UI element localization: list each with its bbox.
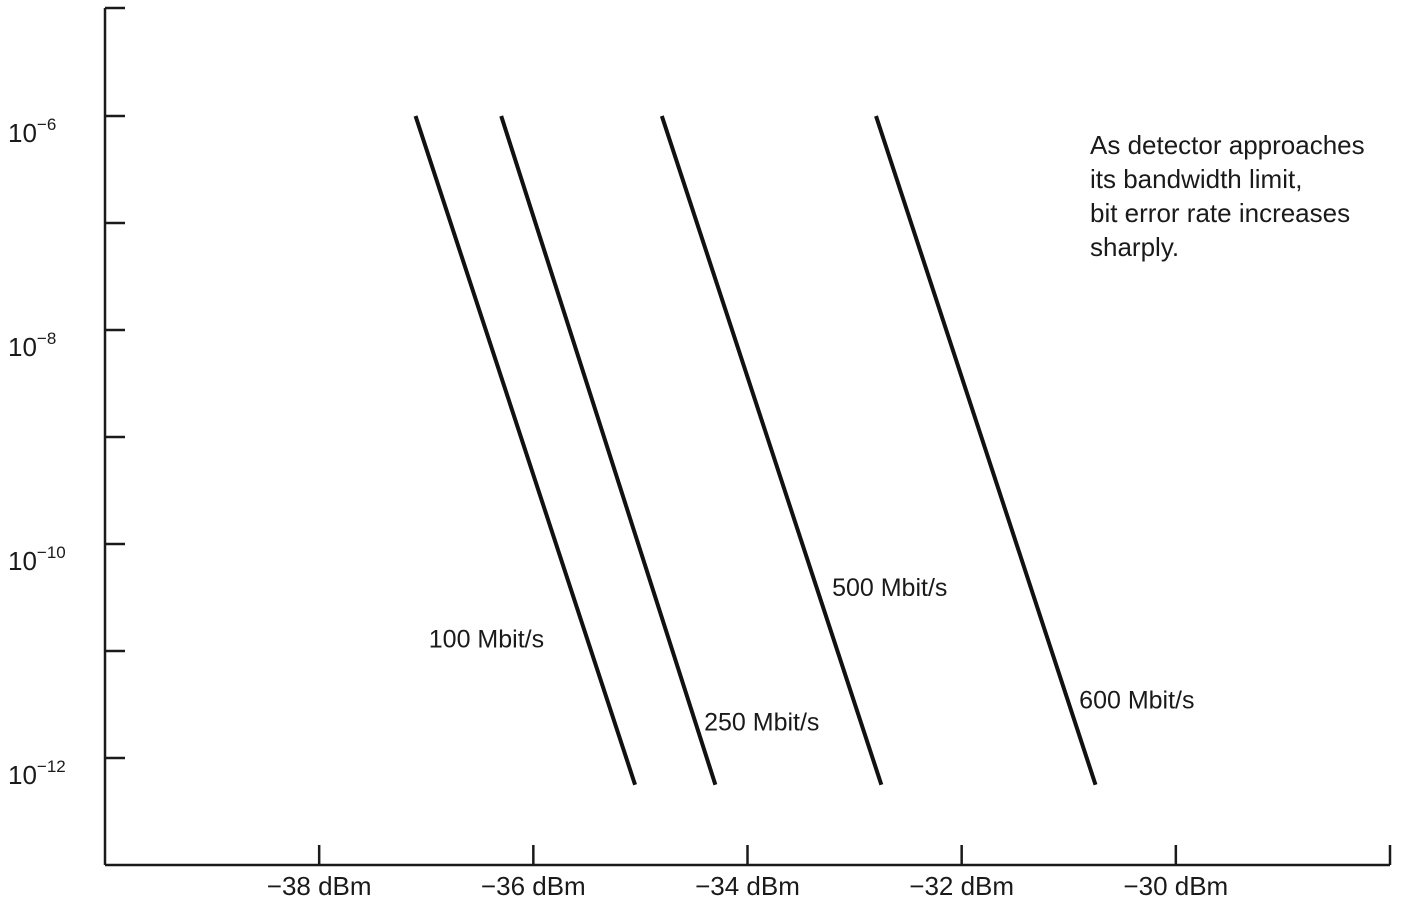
series-lines xyxy=(413,115,1098,786)
series-label: 500 Mbit/s xyxy=(832,574,947,602)
series-label: 600 Mbit/s xyxy=(1079,687,1194,715)
annotation-line: sharply. xyxy=(1090,232,1179,262)
annotation-text: As detector approaches its bandwidth limi… xyxy=(1090,130,1365,262)
annotation-line: As detector approaches xyxy=(1090,130,1365,160)
series-line xyxy=(499,115,718,786)
y-tick-label: 10−12 xyxy=(8,757,66,790)
x-tick-label: −38 dBm xyxy=(267,871,372,901)
series-label: 100 Mbit/s xyxy=(429,626,544,654)
x-tick-label: −36 dBm xyxy=(481,871,586,901)
series-line xyxy=(413,115,637,786)
x-tick-label: −34 dBm xyxy=(695,871,800,901)
y-tick-label: 10−8 xyxy=(8,329,56,362)
x-tick-label: −32 dBm xyxy=(909,871,1014,901)
annotation-line: its bandwidth limit, xyxy=(1090,164,1302,194)
series-label: 250 Mbit/s xyxy=(704,709,819,737)
y-tick-label: 10−10 xyxy=(8,543,66,576)
ticks xyxy=(105,6,1392,865)
labels: −38 dBm −36 dBm −34 dBm −32 dBm −30 dBm 10−6 1… xyxy=(8,115,1228,901)
annotation-line: bit error rate increases xyxy=(1090,198,1350,228)
series-line xyxy=(874,115,1098,786)
y-tick-label: 10−6 xyxy=(8,115,56,148)
series-line xyxy=(659,115,884,786)
x-tick-label: −30 dBm xyxy=(1123,871,1228,901)
